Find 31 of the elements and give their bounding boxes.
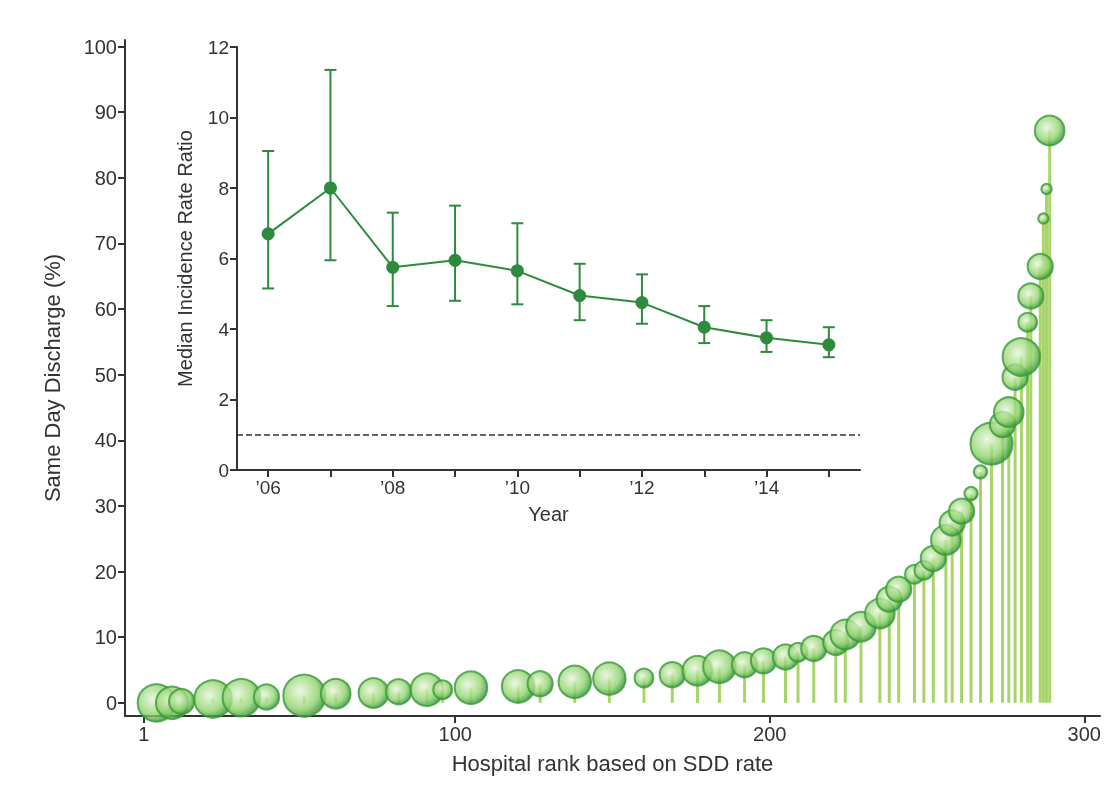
y-tick-label: 90 [94, 101, 117, 124]
y-tick-label: 60 [94, 298, 117, 321]
y-tick-label: 4 [218, 318, 230, 340]
y-tick-label: 10 [207, 107, 229, 128]
y-tick-label: 50 [94, 363, 117, 386]
y-axis-title: Median Incidence Rate Ratio [174, 130, 196, 387]
x-axis-title: Year [528, 503, 570, 525]
y-tick-label: 70 [94, 232, 117, 255]
x-tick-label: 100 [438, 723, 472, 745]
x-tick-label: 1 [138, 723, 150, 745]
y-tick-label: 0 [218, 459, 229, 481]
y-tick-label: 6 [218, 248, 229, 269]
y-tick-label: 40 [94, 429, 117, 452]
x-tick-label: ’10 [504, 477, 531, 498]
y-tick-label: 80 [94, 166, 117, 189]
y-tick-label: 2 [218, 389, 229, 410]
x-tick-label: 200 [753, 723, 787, 745]
y-tick-label: 12 [207, 36, 229, 58]
x-tick-label: ’08 [380, 477, 406, 498]
y-tick-label: 10 [94, 626, 117, 649]
x-tick-label: 300 [1067, 723, 1101, 745]
y-tick-label: 20 [94, 560, 117, 583]
y-tick-label: 100 [83, 35, 117, 58]
y-tick-label: 8 [218, 177, 229, 199]
y-axis-title: Same Day Discharge (%) [39, 253, 65, 503]
x-tick-label: ’12 [629, 477, 655, 498]
x-tick-label: ’14 [753, 477, 780, 498]
y-tick-label: 0 [105, 691, 117, 714]
y-tick-label: 30 [94, 494, 117, 517]
x-axis-title: Hospital rank based on SDD rate [451, 750, 774, 776]
x-tick-label: ’06 [255, 477, 281, 498]
